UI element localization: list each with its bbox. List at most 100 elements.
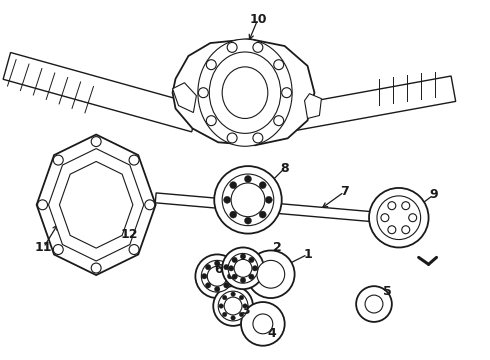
Circle shape <box>240 278 245 283</box>
Circle shape <box>223 283 229 288</box>
Circle shape <box>213 286 253 326</box>
Circle shape <box>232 274 237 279</box>
Circle shape <box>201 260 233 292</box>
Circle shape <box>231 316 235 320</box>
Circle shape <box>205 283 211 288</box>
Circle shape <box>282 88 292 98</box>
Polygon shape <box>3 53 199 132</box>
Circle shape <box>252 266 258 271</box>
Circle shape <box>388 202 396 210</box>
Polygon shape <box>287 76 456 131</box>
Circle shape <box>257 260 285 288</box>
Text: 3: 3 <box>241 305 249 318</box>
Text: 8: 8 <box>280 162 289 175</box>
Polygon shape <box>49 149 144 261</box>
Circle shape <box>232 257 237 262</box>
Circle shape <box>381 214 389 222</box>
Circle shape <box>409 214 416 222</box>
Circle shape <box>230 211 237 218</box>
Polygon shape <box>172 39 315 145</box>
Circle shape <box>218 291 248 321</box>
Circle shape <box>247 251 294 298</box>
Circle shape <box>38 200 48 210</box>
Circle shape <box>202 274 207 279</box>
Polygon shape <box>37 135 156 275</box>
Circle shape <box>228 253 258 283</box>
Circle shape <box>356 286 392 322</box>
Circle shape <box>239 295 244 300</box>
Polygon shape <box>155 193 384 222</box>
Text: 4: 4 <box>268 327 276 340</box>
Text: 10: 10 <box>249 13 267 26</box>
Circle shape <box>222 295 227 300</box>
Circle shape <box>245 217 251 224</box>
Ellipse shape <box>198 39 292 146</box>
Circle shape <box>234 260 252 277</box>
Text: 5: 5 <box>383 285 392 298</box>
Circle shape <box>223 265 229 270</box>
Circle shape <box>402 202 410 210</box>
Circle shape <box>253 133 263 143</box>
Circle shape <box>365 295 383 313</box>
Circle shape <box>249 257 254 262</box>
Circle shape <box>241 302 285 346</box>
Circle shape <box>245 176 251 183</box>
Circle shape <box>240 254 245 259</box>
Circle shape <box>266 196 272 203</box>
Circle shape <box>129 155 139 165</box>
Circle shape <box>53 244 63 255</box>
Circle shape <box>274 60 284 69</box>
Circle shape <box>227 42 237 52</box>
Circle shape <box>214 166 282 234</box>
Circle shape <box>231 292 235 296</box>
Circle shape <box>388 226 396 234</box>
Circle shape <box>198 88 208 98</box>
Ellipse shape <box>222 67 268 118</box>
Circle shape <box>253 42 263 52</box>
Circle shape <box>259 211 266 218</box>
Text: 12: 12 <box>120 228 138 241</box>
Circle shape <box>231 183 265 217</box>
Polygon shape <box>305 94 321 118</box>
Ellipse shape <box>209 52 281 133</box>
Circle shape <box>215 287 220 292</box>
Circle shape <box>230 182 237 189</box>
Circle shape <box>274 116 284 126</box>
Circle shape <box>196 255 239 298</box>
Circle shape <box>224 297 242 315</box>
Circle shape <box>91 136 101 147</box>
Circle shape <box>228 266 234 271</box>
Circle shape <box>259 182 266 189</box>
Circle shape <box>53 155 63 165</box>
Text: 9: 9 <box>429 188 438 201</box>
Circle shape <box>222 247 264 289</box>
Text: 11: 11 <box>35 241 52 254</box>
Text: 6: 6 <box>214 263 222 276</box>
Circle shape <box>369 188 429 247</box>
Circle shape <box>219 304 223 308</box>
Polygon shape <box>172 83 196 113</box>
Circle shape <box>249 274 254 279</box>
Circle shape <box>253 314 273 334</box>
Circle shape <box>207 266 227 286</box>
Polygon shape <box>59 162 133 248</box>
Circle shape <box>223 196 231 203</box>
Circle shape <box>227 133 237 143</box>
Circle shape <box>243 304 247 308</box>
Circle shape <box>239 312 244 317</box>
Text: 1: 1 <box>303 248 312 261</box>
Circle shape <box>145 200 155 210</box>
Text: 2: 2 <box>273 241 282 254</box>
Circle shape <box>129 244 139 255</box>
Circle shape <box>215 261 220 266</box>
Circle shape <box>205 265 211 270</box>
Text: 7: 7 <box>340 185 348 198</box>
Circle shape <box>227 274 233 279</box>
Circle shape <box>377 196 420 239</box>
Circle shape <box>91 263 101 273</box>
Circle shape <box>206 116 216 126</box>
Circle shape <box>402 226 410 234</box>
Circle shape <box>222 312 227 317</box>
Circle shape <box>222 174 274 226</box>
Circle shape <box>206 60 216 69</box>
